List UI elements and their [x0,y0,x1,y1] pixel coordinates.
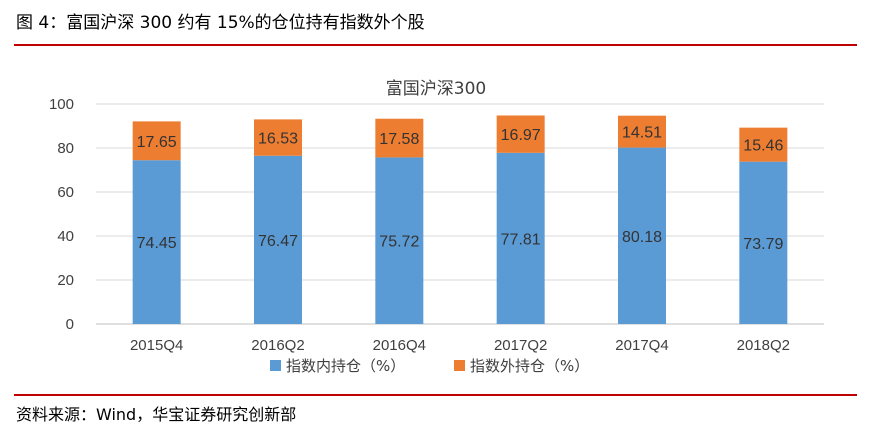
bar-out-index [496,115,545,153]
chart-title: 富国沪深300 [386,79,486,99]
x-tick-label: 2017Q4 [615,337,668,354]
data-label: 17.58 [379,131,419,148]
legend: 指数内持仓（%） 指数外持仓（%） [270,357,589,375]
bar-in-index [739,161,788,324]
y-tick-label: 40 [57,228,74,245]
x-tick-label: 2017Q2 [494,337,547,354]
data-label: 15.46 [743,138,783,155]
data-label: 14.51 [622,125,662,142]
data-label: 76.47 [258,233,298,250]
y-tick-label: 20 [57,272,74,289]
data-label: 16.53 [258,131,298,148]
data-label: 16.97 [501,127,541,144]
y-tick-label: 60 [57,184,74,201]
bar-out-index [618,115,666,148]
data-label: 74.45 [137,235,177,252]
data-label: 17.65 [137,134,177,151]
bar-out-index [132,121,181,161]
y-tick-label: 80 [57,140,74,157]
bar-in-index [618,147,666,324]
x-tick-label: 2016Q4 [373,337,426,354]
figure-title: 图 4：富国沪深 300 约有 15%的仓位持有指数外个股 [16,13,425,33]
data-label: 73.79 [743,236,783,253]
x-tick-label: 2018Q2 [737,337,790,354]
bars: 74.45 17.65 76.47 16.53 75.72 17.58 77.81 16.97… [132,115,788,324]
data-label: 75.72 [379,234,419,251]
x-tick-label: 2016Q2 [251,337,304,354]
bar-out-index [375,118,424,158]
data-label: 80.18 [622,229,662,246]
bottom-divider [14,394,857,396]
gridlines [96,103,824,325]
bar-out-index [739,127,788,162]
legend-label: 指数外持仓（%） [470,357,589,375]
x-tick-label: 2015Q4 [130,337,183,354]
legend-swatch-in-index [270,360,281,371]
source-note: 资料来源：Wind，华宝证券研究创新部 [16,405,297,424]
y-tick-label: 0 [66,316,74,333]
y-tick-label: 100 [49,96,74,113]
x-axis-ticks: 2015Q4 2016Q2 2016Q4 2017Q2 2017Q4 2018Q2 [130,337,790,354]
top-divider [14,44,857,46]
data-label: 77.81 [501,231,541,248]
bar-in-index [254,155,302,324]
legend-swatch-out-index [454,360,465,371]
legend-label: 指数内持仓（%） [286,357,405,375]
bar-in-index [496,152,545,324]
bar-in-index [375,157,424,324]
y-axis-ticks: 0 20 40 60 80 100 [49,96,74,333]
bar-out-index [254,119,302,156]
bar-in-index [132,160,181,324]
